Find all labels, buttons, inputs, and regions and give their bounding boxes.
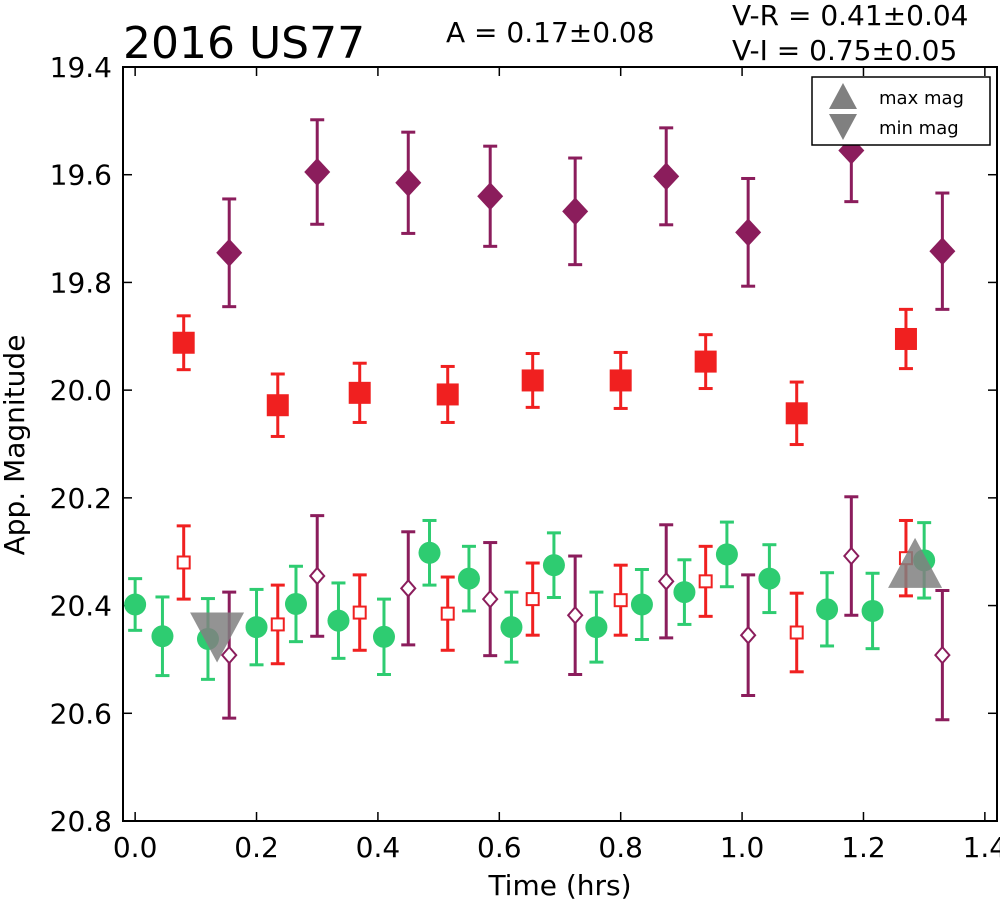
data-point-circle [124, 593, 147, 616]
chart-title: 2016 US77 [123, 18, 365, 69]
data-point-circle [245, 616, 268, 639]
data-point-open-diamond [566, 605, 584, 625]
data-point-square [694, 350, 717, 373]
x-tick-label: 0.0 [113, 831, 158, 864]
data-point-diamond [735, 218, 762, 247]
v-i-annotation: V-I = 0.75±0.05 [732, 34, 957, 67]
data-point-open-diamond [657, 571, 675, 591]
data-point-square [609, 369, 632, 392]
data-point-open-diamond [934, 645, 951, 665]
data-point-open-diamond [220, 645, 238, 665]
data-point-square [266, 394, 289, 417]
data-point-circle [372, 625, 395, 648]
data-point-open-square [440, 606, 455, 621]
amplitude-annotation: A = 0.17±0.08 [446, 16, 655, 49]
x-tick-label: 1.0 [720, 831, 765, 864]
data-point-square [172, 331, 195, 354]
x-tick-label: 1.2 [841, 831, 886, 864]
data-point-square [785, 402, 808, 425]
data-point-open-square [698, 574, 713, 589]
series-3 [176, 518, 913, 674]
data-point-square [521, 369, 544, 392]
data-point-circle [151, 625, 174, 648]
y-tick-label: 20.0 [50, 374, 112, 407]
min-mag-marker [190, 612, 245, 663]
y-tick-labels: 19.4 19.6 19.8 20.0 20.2 20.4 20.6 20.8 [50, 51, 997, 838]
data-point-circle [816, 598, 839, 621]
data-point-diamond [477, 182, 504, 211]
data-point-diamond [929, 237, 956, 266]
data-point-circle [542, 554, 565, 577]
x-tick-label: 0.2 [234, 831, 279, 864]
data-point-circle [861, 599, 884, 622]
v-r-annotation: V-R = 0.41±0.04 [732, 0, 968, 32]
legend: max mag min mag [811, 76, 991, 146]
legend-min-mag-label: min mag [879, 118, 959, 139]
data-point-circle [327, 609, 350, 632]
data-point-circle [715, 543, 738, 566]
y-tick-label: 20.6 [50, 697, 112, 730]
data-point-open-diamond [308, 566, 326, 586]
x-axis-label: Time (hrs) [487, 869, 631, 901]
data-point-diamond [304, 158, 331, 187]
extrema-markers [190, 537, 943, 663]
x-tick-label: 0.4 [356, 831, 401, 864]
x-tick-label: 0.8 [598, 831, 643, 864]
data-point-open-square [525, 592, 540, 607]
data-point-open-diamond [843, 546, 860, 566]
y-axis-label: App. Magnitude [0, 335, 31, 556]
data-point-diamond [216, 238, 243, 267]
data-point-circle [418, 541, 441, 564]
data-point-open-diamond [399, 578, 417, 598]
data-point-circle [630, 593, 653, 616]
data-point-diamond [395, 168, 422, 197]
data-point-circle [457, 567, 480, 590]
data-point-open-square [176, 555, 191, 570]
data-point-open-square [613, 593, 628, 608]
data-point-diamond [562, 197, 589, 226]
data-marks [124, 97, 956, 722]
data-point-circle [673, 581, 696, 604]
y-tick-label: 20.2 [50, 482, 112, 515]
data-point-open-square [789, 625, 804, 640]
x-tick-label: 0.6 [477, 831, 522, 864]
max-mag-marker [888, 537, 943, 588]
data-point-circle [284, 592, 307, 615]
data-point-square [348, 381, 371, 404]
data-point-square [436, 383, 459, 406]
series-4 [220, 495, 951, 722]
x-tick-label: 1.4 [963, 831, 1000, 864]
data-point-diamond [653, 162, 680, 191]
data-point-open-diamond [481, 589, 499, 609]
data-point-open-square [352, 605, 367, 620]
y-tick-label: 19.4 [50, 51, 112, 84]
y-tick-label: 20.4 [50, 590, 112, 623]
legend-min-mag-marker [829, 114, 857, 140]
data-point-open-diamond [739, 625, 757, 645]
data-point-circle [758, 567, 781, 590]
x-tick-labels: 0.0 0.2 0.4 0.6 0.8 1.0 1.2 1.4 [113, 67, 1000, 864]
data-point-open-square [270, 617, 285, 632]
data-point-circle [500, 616, 523, 639]
y-tick-label: 19.8 [50, 266, 112, 299]
y-tick-label: 20.8 [50, 805, 112, 838]
data-point-circle [585, 616, 608, 639]
y-tick-label: 19.6 [50, 159, 112, 192]
data-point-square [894, 327, 917, 350]
series-1 [172, 307, 917, 447]
series-2 [124, 518, 936, 681]
legend-max-mag-label: max mag [879, 88, 964, 109]
plot-frame [122, 66, 998, 822]
legend-max-mag-marker [829, 83, 857, 109]
